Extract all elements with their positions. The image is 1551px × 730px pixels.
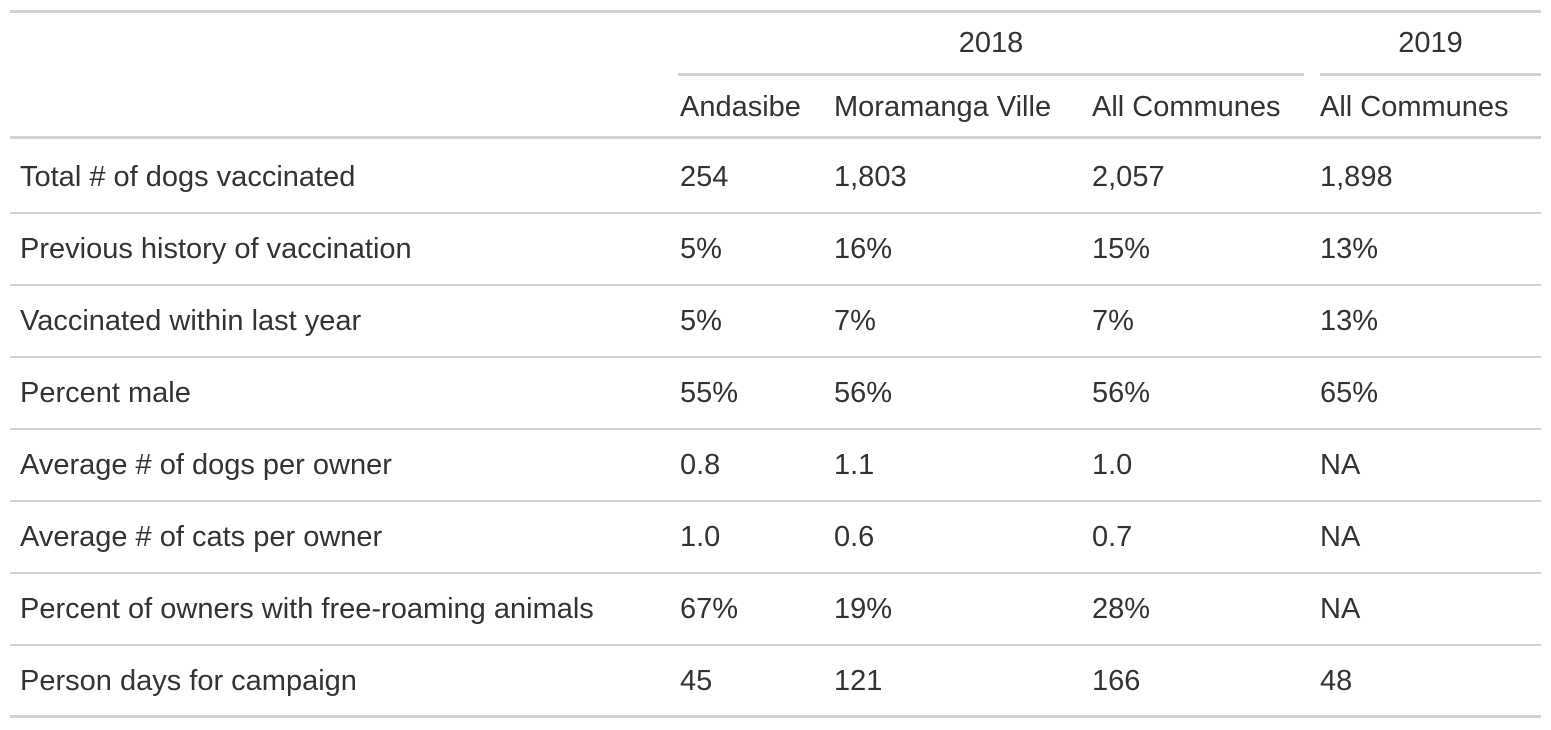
- spanner-2018-rule: [678, 73, 1304, 76]
- table-cell: 28%: [1092, 593, 1151, 625]
- table-cell: 13%: [1320, 233, 1379, 265]
- table-row: Percent male 55% 56% 56% 65%: [10, 358, 1541, 430]
- row-label: Total # of dogs vaccinated: [20, 161, 356, 193]
- table-cell: 1,803: [834, 161, 907, 193]
- row-label: Average # of dogs per owner: [20, 449, 392, 481]
- row-label: Vaccinated within last year: [20, 305, 362, 337]
- table-cell: 0.6: [834, 521, 875, 553]
- spanner-2019-rule: [1320, 73, 1541, 76]
- row-label: Percent of owners with free-roaming anim…: [20, 593, 594, 625]
- table-cell: 55%: [680, 377, 739, 409]
- table-cell: 56%: [834, 377, 893, 409]
- table-cell: 7%: [1092, 305, 1134, 337]
- table-row: Total # of dogs vaccinated 254 1,803 2,057 1…: [10, 142, 1541, 214]
- row-label: Person days for campaign: [20, 665, 357, 697]
- row-label: Average # of cats per owner: [20, 521, 383, 553]
- table-cell: 2,057: [1092, 161, 1165, 193]
- table-cell: 1.0: [1092, 449, 1133, 481]
- table-row: Previous history of vaccination 5% 16% 15% 1…: [10, 214, 1541, 286]
- table-cell: 45: [680, 665, 713, 697]
- table-cell: 16%: [834, 233, 893, 265]
- table-cell: 166: [1092, 665, 1141, 697]
- column-header-all-communes-2019: All Communes: [1320, 91, 1509, 123]
- table-row: Average # of cats per owner 1.0 0.6 0.7 NA: [10, 502, 1541, 574]
- table-cell: 48: [1320, 665, 1353, 697]
- table-row: Person days for campaign 45 121 166 48: [10, 646, 1541, 718]
- table-cell: 56%: [1092, 377, 1151, 409]
- header-rule: [10, 136, 1541, 139]
- table-cell: 121: [834, 665, 883, 697]
- table-cell: 5%: [680, 233, 722, 265]
- table-cell: 1,898: [1320, 161, 1393, 193]
- row-label: Previous history of vaccination: [20, 233, 412, 265]
- table-row: Average # of dogs per owner 0.8 1.1 1.0 NA: [10, 430, 1541, 502]
- table-cell: 254: [680, 161, 729, 193]
- table-cell: NA: [1320, 593, 1361, 625]
- spanner-2018: 2018: [958, 27, 1024, 59]
- table-cell: NA: [1320, 521, 1361, 553]
- table-cell: 7%: [834, 305, 876, 337]
- row-label: Percent male: [20, 377, 191, 409]
- table-cell: 5%: [680, 305, 722, 337]
- table-cell: 67%: [680, 593, 739, 625]
- table-cell: 0.7: [1092, 521, 1133, 553]
- table-cell: NA: [1320, 449, 1361, 481]
- table-row: Vaccinated within last year 5% 7% 7% 13%: [10, 286, 1541, 358]
- table-cell: 19%: [834, 593, 893, 625]
- column-header-andasibe: Andasibe: [680, 91, 801, 123]
- table-cell: 0.8: [680, 449, 721, 481]
- table-top-rule: [10, 10, 1541, 13]
- table-row: Percent of owners with free-roaming anim…: [10, 574, 1541, 646]
- column-header-moramanga-ville: Moramanga Ville: [834, 91, 1052, 123]
- table-cell: 1.0: [680, 521, 721, 553]
- table-cell: 13%: [1320, 305, 1379, 337]
- column-header-all-communes-2018: All Communes: [1092, 91, 1281, 123]
- spanner-2019: 2019: [1398, 27, 1463, 59]
- table-cell: 65%: [1320, 377, 1379, 409]
- table-cell: 1.1: [834, 449, 875, 481]
- table-cell: 15%: [1092, 233, 1151, 265]
